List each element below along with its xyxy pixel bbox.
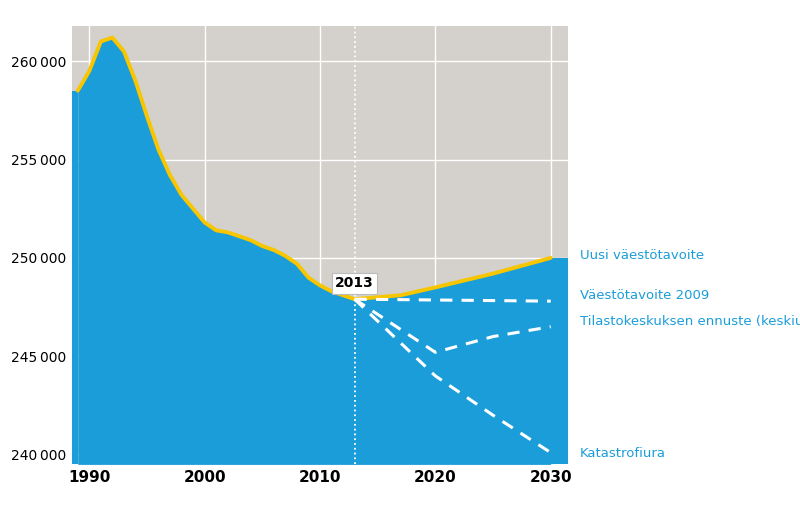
Text: 2013: 2013 [335,277,374,291]
Text: Tilastokeskuksen ennuste (keskiura): Tilastokeskuksen ennuste (keskiura) [580,315,800,328]
Text: Uusi väestötavoite: Uusi väestötavoite [580,249,704,262]
Text: Katastrofiura: Katastrofiura [580,447,666,460]
Text: Väestötavoite 2009: Väestötavoite 2009 [580,289,710,302]
